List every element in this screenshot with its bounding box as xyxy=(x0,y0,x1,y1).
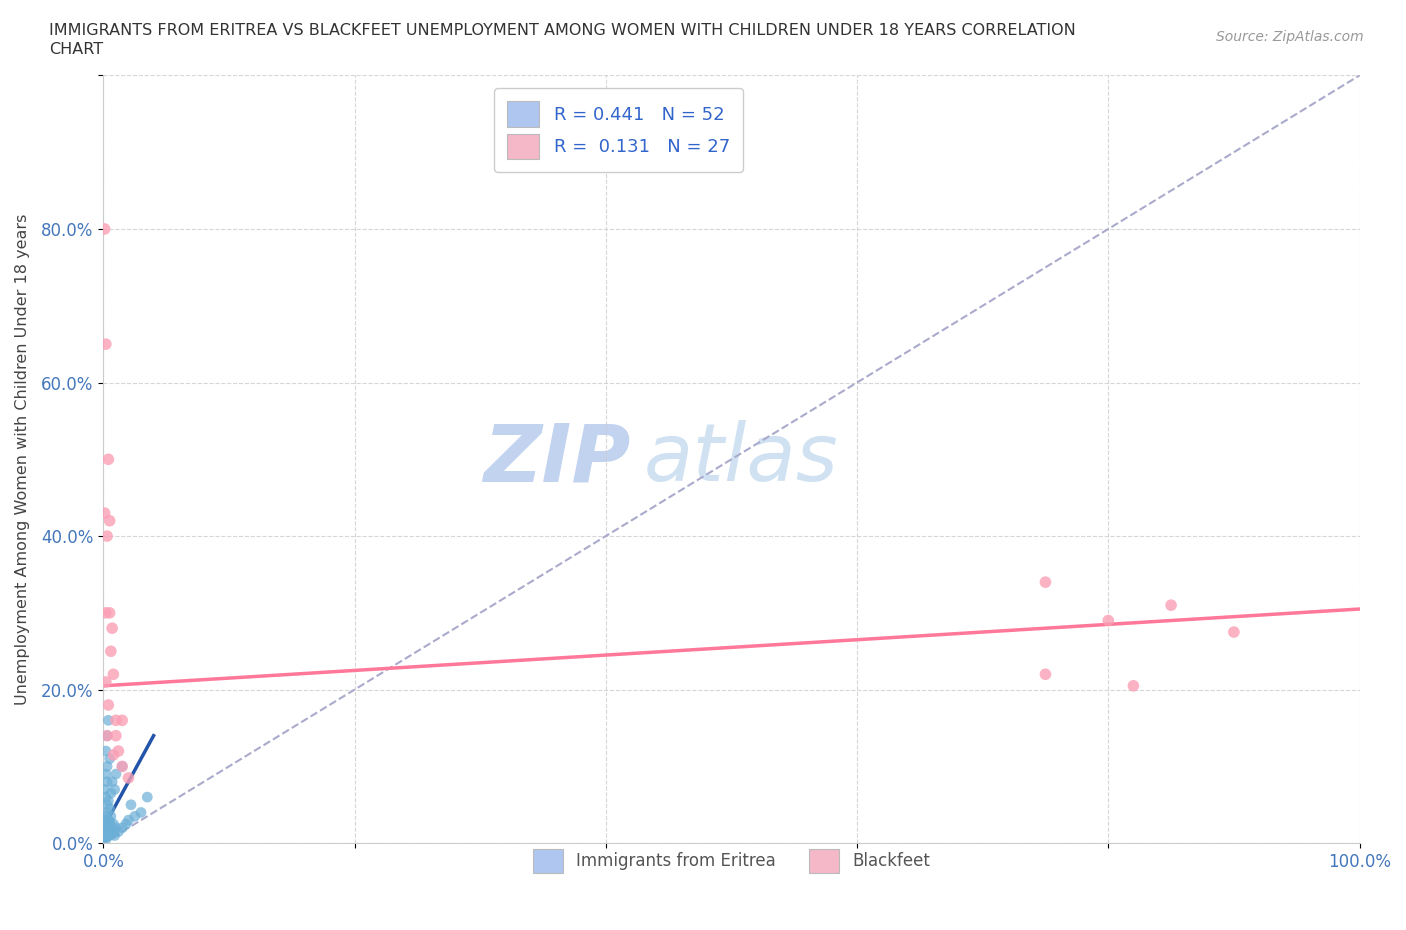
Point xyxy=(97,698,120,712)
Point xyxy=(96,824,118,839)
Point xyxy=(93,828,115,843)
Text: CHART: CHART xyxy=(49,42,103,57)
Point xyxy=(96,759,118,774)
Point xyxy=(1223,625,1246,640)
Point xyxy=(96,728,118,743)
Point xyxy=(103,748,125,763)
Point xyxy=(98,751,121,766)
Point xyxy=(120,797,142,812)
Point xyxy=(96,528,118,543)
Point xyxy=(104,713,127,728)
Point xyxy=(103,824,125,839)
Point xyxy=(101,822,124,837)
Point xyxy=(1035,667,1057,682)
Point xyxy=(101,827,124,842)
Point xyxy=(93,221,115,236)
Point xyxy=(98,828,121,843)
Point xyxy=(1035,575,1057,590)
Point xyxy=(93,827,115,842)
Text: ZIP: ZIP xyxy=(484,420,631,498)
Point xyxy=(98,605,121,620)
Point xyxy=(103,817,125,831)
Point xyxy=(98,815,121,830)
Point xyxy=(97,817,120,831)
Point xyxy=(100,820,122,835)
Point xyxy=(96,797,118,812)
Y-axis label: Unemployment Among Women with Children Under 18 years: Unemployment Among Women with Children U… xyxy=(15,214,30,705)
Text: Source: ZipAtlas.com: Source: ZipAtlas.com xyxy=(1216,30,1364,44)
Point xyxy=(98,801,121,816)
Point xyxy=(96,775,118,790)
Point xyxy=(117,813,139,828)
Point xyxy=(111,759,134,774)
Point xyxy=(94,832,117,847)
Point xyxy=(107,744,129,759)
Point xyxy=(97,822,120,837)
Point xyxy=(98,817,121,831)
Point xyxy=(129,805,152,820)
Point xyxy=(97,818,120,833)
Point xyxy=(104,782,127,797)
Point xyxy=(136,790,159,804)
Legend: Immigrants from Eritrea, Blackfeet: Immigrants from Eritrea, Blackfeet xyxy=(524,841,939,881)
Point xyxy=(97,713,120,728)
Point xyxy=(94,744,117,759)
Point xyxy=(100,644,122,658)
Point xyxy=(93,820,115,835)
Point xyxy=(93,830,115,844)
Text: atlas: atlas xyxy=(644,420,838,498)
Point xyxy=(100,809,122,824)
Point xyxy=(101,620,124,635)
Point xyxy=(97,813,120,828)
Point xyxy=(94,766,117,781)
Point xyxy=(104,828,127,843)
Point xyxy=(94,830,117,844)
Point xyxy=(94,813,117,828)
Point xyxy=(117,770,139,785)
Point xyxy=(94,790,117,804)
Point xyxy=(97,793,120,808)
Point xyxy=(94,674,117,689)
Point xyxy=(111,713,134,728)
Point xyxy=(1097,613,1119,628)
Point xyxy=(94,605,117,620)
Point xyxy=(111,759,134,774)
Point xyxy=(93,506,115,521)
Point xyxy=(111,820,134,835)
Point xyxy=(98,513,121,528)
Point xyxy=(104,820,127,835)
Point xyxy=(124,809,146,824)
Point xyxy=(100,786,122,801)
Point xyxy=(97,452,120,467)
Point xyxy=(96,822,118,837)
Point xyxy=(1122,678,1144,693)
Point xyxy=(100,824,122,839)
Point xyxy=(104,766,127,781)
Point xyxy=(101,775,124,790)
Point xyxy=(94,809,117,824)
Point xyxy=(96,728,118,743)
Point xyxy=(104,728,127,743)
Point xyxy=(107,824,129,839)
Text: IMMIGRANTS FROM ERITREA VS BLACKFEET UNEMPLOYMENT AMONG WOMEN WITH CHILDREN UNDE: IMMIGRANTS FROM ERITREA VS BLACKFEET UNE… xyxy=(49,23,1076,38)
Point xyxy=(96,805,118,820)
Point xyxy=(93,782,115,797)
Point xyxy=(1160,598,1182,613)
Point xyxy=(103,667,125,682)
Point xyxy=(115,817,138,831)
Point xyxy=(94,337,117,352)
